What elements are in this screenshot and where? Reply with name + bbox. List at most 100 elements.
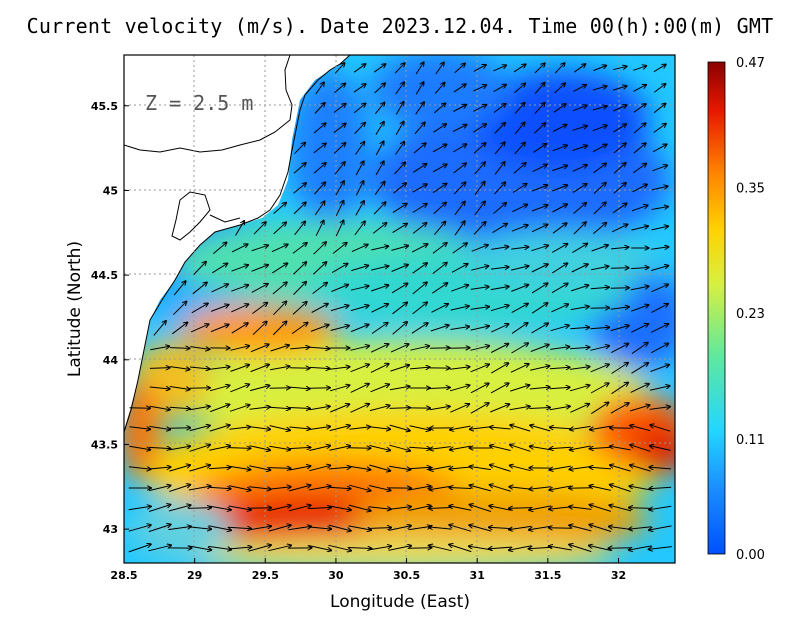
current-vector-arrow bbox=[193, 261, 207, 275]
current-vector-arrow bbox=[188, 527, 211, 529]
current-vector-arrow bbox=[354, 221, 365, 236]
current-vector-arrow bbox=[272, 321, 287, 336]
x-tick-label: 31 bbox=[470, 569, 485, 582]
current-vector-arrow bbox=[509, 487, 532, 490]
current-vector-arrow bbox=[449, 445, 471, 450]
current-vector-arrow bbox=[590, 308, 610, 309]
current-vector-arrow bbox=[368, 485, 391, 491]
current-vector-arrow bbox=[189, 445, 211, 452]
current-vector-arrow bbox=[532, 185, 548, 192]
current-vector-arrow bbox=[149, 447, 171, 448]
current-vector-arrow bbox=[593, 163, 607, 174]
current-vector-arrow bbox=[348, 548, 372, 549]
current-vector-arrow bbox=[289, 368, 310, 369]
current-vector-arrow bbox=[649, 525, 672, 530]
current-vector-arrow bbox=[650, 425, 671, 432]
current-vector-arrow bbox=[651, 247, 669, 249]
current-vector-arrow bbox=[388, 546, 411, 551]
current-vector-arrow bbox=[494, 182, 505, 195]
current-vector-arrow bbox=[390, 344, 409, 353]
current-vector-arrow bbox=[433, 124, 447, 133]
current-vector-arrow bbox=[651, 266, 668, 271]
current-vector-arrow bbox=[490, 383, 509, 394]
current-vector-arrow bbox=[452, 144, 467, 153]
current-vector-arrow bbox=[651, 304, 669, 313]
current-vector-arrow bbox=[451, 264, 468, 273]
current-vector-arrow bbox=[231, 323, 248, 334]
current-vector-arrow bbox=[470, 287, 489, 290]
current-vector-arrow bbox=[429, 545, 452, 552]
land-mass bbox=[124, 55, 350, 430]
current-vector-arrow bbox=[189, 425, 211, 432]
current-vector-arrow bbox=[550, 347, 570, 350]
current-vector-arrow bbox=[251, 245, 269, 252]
current-vector-arrow bbox=[289, 387, 310, 389]
current-vector-arrow bbox=[550, 325, 570, 332]
current-vector-arrow bbox=[389, 386, 410, 391]
current-vector-arrow bbox=[228, 547, 252, 549]
current-vector-arrow bbox=[148, 485, 171, 492]
colorbar-tick-label: 0.23 bbox=[736, 307, 765, 322]
current-vector-arrow bbox=[335, 181, 344, 196]
current-vector-arrow bbox=[469, 485, 492, 492]
current-vector-arrow bbox=[149, 405, 171, 409]
current-vector-arrow bbox=[469, 505, 492, 512]
current-vector-arrow bbox=[590, 346, 609, 351]
current-vector-arrow bbox=[291, 322, 308, 335]
current-vector-arrow bbox=[170, 348, 190, 349]
current-vector-arrow bbox=[529, 486, 552, 490]
current-vector-arrow bbox=[350, 305, 369, 312]
current-vector-arrow bbox=[334, 162, 345, 175]
current-vector-arrow bbox=[610, 307, 630, 309]
current-vector-arrow bbox=[290, 347, 310, 349]
current-vector-arrow bbox=[649, 467, 672, 469]
current-vector-arrow bbox=[412, 282, 427, 295]
current-vector-arrow bbox=[190, 346, 210, 350]
current-vector-arrow bbox=[230, 346, 249, 351]
current-vector-arrow bbox=[350, 404, 370, 413]
current-vector-arrow bbox=[473, 105, 486, 112]
current-vector-arrow bbox=[648, 546, 672, 550]
current-vector-arrow bbox=[128, 525, 151, 532]
current-vector-arrow bbox=[649, 487, 672, 488]
current-vector-arrow bbox=[188, 486, 211, 491]
current-vector-arrow bbox=[269, 445, 290, 450]
current-vector-arrow bbox=[209, 446, 230, 451]
current-vector-arrow bbox=[534, 102, 545, 114]
current-vector-arrow bbox=[434, 221, 445, 236]
current-vector-arrow bbox=[610, 325, 630, 332]
current-vector-arrow bbox=[392, 203, 407, 214]
current-vector-arrow bbox=[489, 485, 511, 492]
current-vector-arrow bbox=[368, 528, 391, 529]
y-tick-label: 45 bbox=[103, 184, 118, 197]
current-vector-arrow bbox=[189, 367, 210, 369]
current-vector-arrow bbox=[313, 163, 326, 174]
current-vector-arrow bbox=[333, 123, 346, 134]
current-vector-arrow bbox=[471, 266, 489, 271]
current-vector-arrow bbox=[394, 63, 405, 74]
current-vector-arrow bbox=[592, 86, 607, 91]
current-vector-arrow bbox=[471, 245, 489, 252]
current-vector-arrow bbox=[633, 66, 646, 71]
current-vector-arrow bbox=[451, 285, 468, 292]
current-vector-arrow bbox=[611, 363, 629, 374]
current-vector-arrow bbox=[208, 505, 232, 510]
current-vector-arrow bbox=[630, 384, 650, 393]
current-vector-arrow bbox=[294, 221, 306, 236]
current-vector-arrow bbox=[268, 468, 291, 469]
current-vector-arrow bbox=[415, 62, 424, 75]
colorbar-ticks: 0.00 0.11 0.23 0.35 0.47 bbox=[736, 56, 765, 563]
current-vector-arrow bbox=[452, 125, 467, 132]
current-vector-arrow bbox=[231, 244, 248, 253]
current-vector-arrow bbox=[329, 367, 350, 370]
current-vector-arrow bbox=[248, 486, 271, 490]
current-vector-arrow bbox=[229, 465, 251, 469]
current-vector-arrow bbox=[329, 446, 350, 451]
current-vector-arrow bbox=[373, 64, 386, 73]
current-vector-arrow bbox=[552, 125, 567, 132]
current-vector-arrow bbox=[272, 263, 287, 274]
current-vector-arrow bbox=[609, 505, 632, 512]
current-vector-arrow bbox=[250, 364, 270, 373]
current-vector-arrow bbox=[354, 122, 366, 134]
